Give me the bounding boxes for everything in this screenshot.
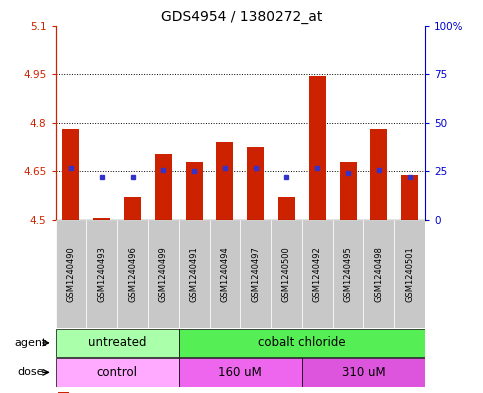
Text: GSM1240496: GSM1240496: [128, 246, 137, 302]
Text: 310 uM: 310 uM: [341, 366, 385, 379]
Bar: [271, 220, 302, 328]
Text: GSM1240495: GSM1240495: [343, 246, 353, 302]
Bar: [148, 220, 179, 328]
Bar: [247, 147, 264, 220]
Text: agent: agent: [14, 338, 47, 348]
Text: GSM1240491: GSM1240491: [190, 246, 199, 302]
Bar: [86, 220, 117, 328]
Text: untreated: untreated: [88, 336, 146, 349]
Bar: [155, 154, 172, 220]
Bar: [62, 129, 79, 220]
Bar: [179, 220, 210, 328]
Text: cobalt chloride: cobalt chloride: [258, 336, 346, 349]
Bar: [333, 220, 364, 328]
Bar: [309, 76, 326, 220]
Text: GSM1240494: GSM1240494: [220, 246, 229, 302]
Bar: [240, 220, 271, 328]
Text: GSM1240492: GSM1240492: [313, 246, 322, 302]
Bar: [185, 162, 202, 220]
Bar: [117, 220, 148, 328]
Bar: [56, 329, 179, 357]
Bar: [56, 220, 86, 328]
Bar: [370, 129, 387, 220]
Text: 160 uM: 160 uM: [218, 366, 262, 379]
Bar: [210, 220, 240, 328]
Bar: [58, 392, 69, 393]
Text: GSM1240497: GSM1240497: [251, 246, 260, 302]
Text: GDS4954 / 1380272_at: GDS4954 / 1380272_at: [161, 10, 322, 24]
Text: GSM1240493: GSM1240493: [97, 246, 106, 302]
Text: GSM1240500: GSM1240500: [282, 246, 291, 302]
Bar: [364, 220, 394, 328]
Text: GSM1240490: GSM1240490: [67, 246, 75, 302]
Bar: [93, 219, 110, 220]
Bar: [179, 329, 425, 357]
Bar: [56, 358, 179, 387]
Bar: [216, 142, 233, 220]
Bar: [302, 220, 333, 328]
Bar: [401, 174, 418, 220]
Text: GSM1240499: GSM1240499: [159, 246, 168, 302]
Bar: [302, 358, 425, 387]
Text: dose: dose: [17, 367, 44, 377]
Bar: [124, 197, 141, 220]
Bar: [394, 220, 425, 328]
Text: GSM1240501: GSM1240501: [405, 246, 414, 302]
Text: GSM1240498: GSM1240498: [374, 246, 384, 302]
Bar: [179, 358, 302, 387]
Text: control: control: [97, 366, 138, 379]
Bar: [278, 197, 295, 220]
Bar: [340, 162, 356, 220]
